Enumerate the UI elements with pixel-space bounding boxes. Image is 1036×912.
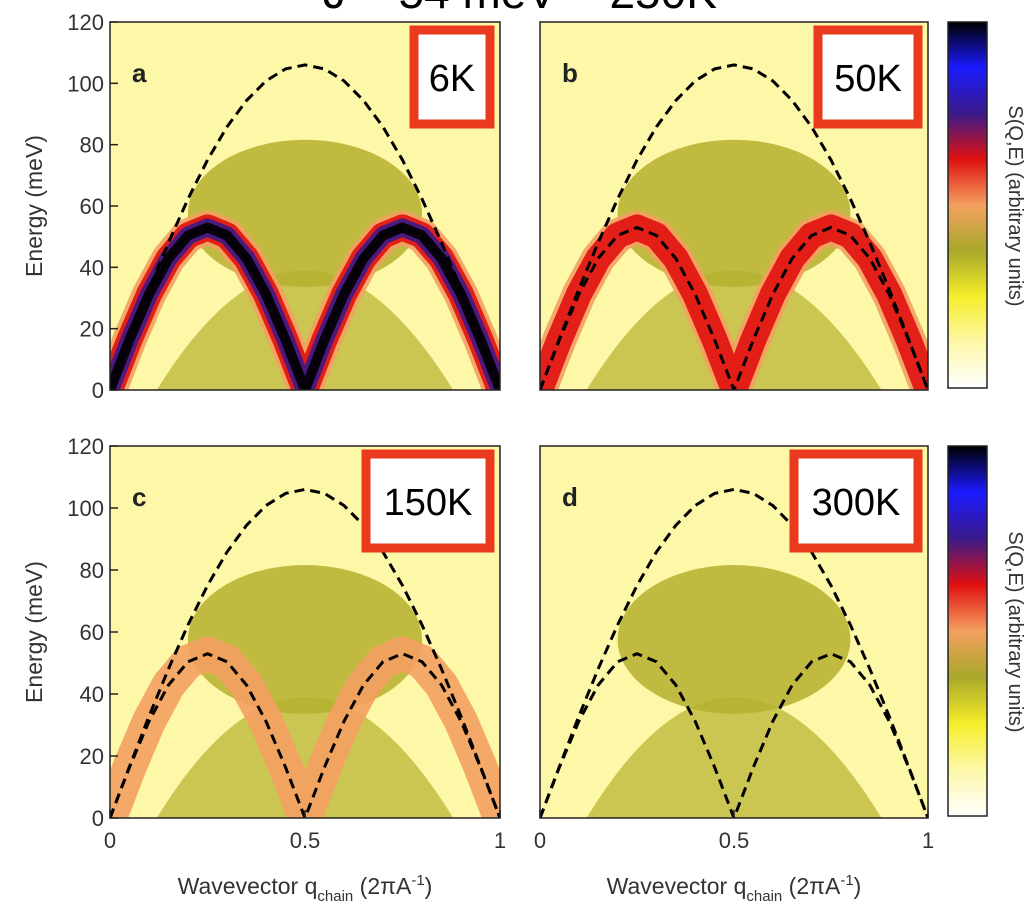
- panel-letter: c: [132, 482, 146, 512]
- temperature-label: 150K: [384, 482, 473, 524]
- temperature-box: [409, 25, 495, 129]
- x-axis-label-part: (2πA: [353, 873, 412, 899]
- y-tick-label: 120: [67, 10, 104, 35]
- y-tick-label: 40: [80, 255, 104, 280]
- dispersion-curve: [110, 652, 500, 818]
- y-tick-label: 0: [92, 378, 104, 403]
- y-axis-label: Energy (meV): [21, 561, 47, 703]
- colorbar: [947, 21, 988, 389]
- x-axis-label-part: -1: [840, 872, 853, 889]
- x-axis-label-part: (2πA: [782, 873, 841, 899]
- y-tick-label: 60: [80, 194, 104, 219]
- temperature-label: 300K: [812, 482, 901, 524]
- continuum-lower: [156, 697, 454, 818]
- panel-letter: b: [562, 58, 578, 88]
- y-tick-label: 100: [67, 496, 104, 521]
- continuum: [188, 139, 422, 287]
- continuum-lower: [156, 270, 454, 390]
- temperature-box: [813, 25, 923, 129]
- continuum: [617, 565, 851, 714]
- x-tick-label: 1: [494, 828, 506, 853]
- x-tick-label: 0: [534, 828, 546, 853]
- x-tick-label: 0: [104, 828, 116, 853]
- temperature-label: 6K: [429, 58, 475, 100]
- colorbar: [947, 445, 988, 817]
- y-tick-label: 60: [80, 620, 104, 645]
- x-axis-label-part: ): [854, 873, 862, 899]
- temperature-box: [789, 449, 923, 553]
- continuum: [188, 565, 422, 714]
- y-tick-label: 100: [67, 71, 104, 96]
- x-axis-label: Wavevector qchain (2πA-1): [607, 872, 862, 905]
- y-tick-label: 80: [80, 558, 104, 583]
- x-axis-label-part: ): [425, 873, 433, 899]
- dispersion-curve: [540, 225, 928, 390]
- continuum-lower: [586, 270, 882, 390]
- x-axis-label-part: Wavevector q: [178, 873, 318, 899]
- continuum: [617, 139, 851, 287]
- dispersion-curve: [540, 487, 928, 818]
- temperature-box: [361, 449, 495, 553]
- y-tick-label: 80: [80, 133, 104, 158]
- panel: [540, 446, 928, 818]
- y-axis-label: Energy (meV): [21, 135, 47, 277]
- x-axis-label-part: chain: [746, 888, 782, 905]
- panel-letter: d: [562, 482, 578, 512]
- y-tick-label: 120: [67, 434, 104, 459]
- temperature-label: 50K: [834, 58, 902, 100]
- colorbar-label: S(Q,E) (arbitrary units): [1004, 531, 1026, 732]
- dispersion-curve: [540, 652, 928, 818]
- dispersion-curve: [110, 225, 500, 390]
- dispersion-curve: [110, 63, 500, 390]
- axes-frame: [539, 21, 929, 391]
- figure-title: J ~ 54 meV ~ 250K: [323, 0, 717, 18]
- colorbar-label: S(Q,E) (arbitrary units): [1004, 105, 1026, 306]
- x-tick-label: 1: [922, 828, 934, 853]
- x-axis-label-part: Wavevector q: [607, 873, 747, 899]
- x-tick-label: 0.5: [719, 828, 750, 853]
- dispersion-curve: [110, 487, 500, 818]
- panel-letter: a: [132, 58, 147, 88]
- x-tick-label: 0.5: [290, 828, 321, 853]
- x-axis-label-part: chain: [317, 888, 353, 905]
- y-tick-label: 40: [80, 682, 104, 707]
- x-axis-label: Wavevector qchain (2πA-1): [178, 872, 433, 905]
- continuum-lower: [586, 697, 882, 818]
- y-tick-label: 20: [80, 744, 104, 769]
- y-tick-label: 0: [92, 806, 104, 831]
- x-axis-label-part: -1: [411, 872, 424, 889]
- y-tick-label: 20: [80, 317, 104, 342]
- dispersion-curve: [540, 63, 928, 390]
